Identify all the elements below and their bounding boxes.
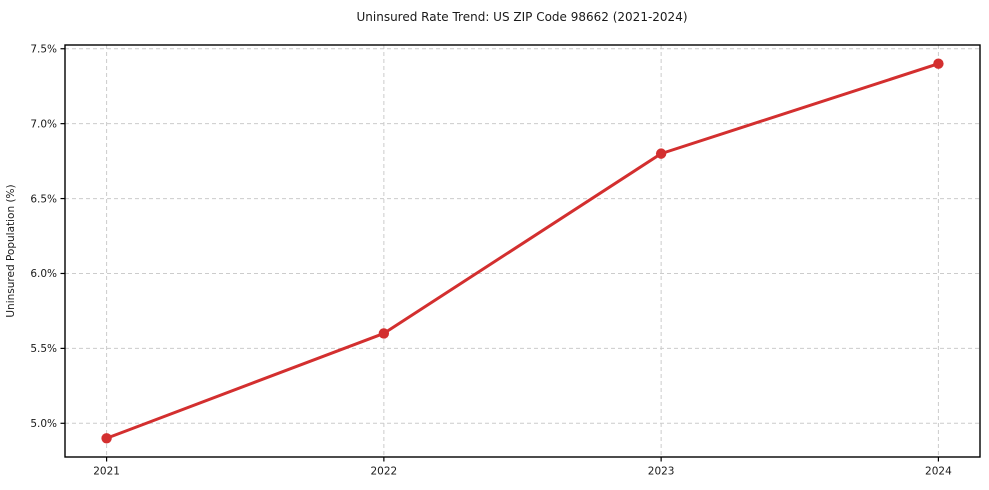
chart-title: Uninsured Rate Trend: US ZIP Code 98662 … <box>356 10 687 24</box>
plot-area: 5.0% 5.5% 6.0% 6.5% 7.0% 7.5% 2021 2022 2023 2024 <box>30 43 981 478</box>
trend-line <box>105 62 940 440</box>
data-point <box>101 433 112 444</box>
y-tick-label: 5.5% <box>30 343 57 355</box>
x-tick-label: 2023 <box>648 466 675 478</box>
data-point <box>655 148 667 159</box>
y-tick-label: 6.5% <box>30 193 57 205</box>
data-point <box>378 328 390 339</box>
y-tick-label: 5.0% <box>30 418 57 430</box>
y-axis-label: Uninsured Population (%) <box>5 184 17 317</box>
x-tick-label: 2021 <box>93 466 120 478</box>
y-tick-label: 7.5% <box>30 43 57 55</box>
data-point <box>933 58 944 69</box>
y-tick-label: 7.0% <box>30 118 57 130</box>
x-tick-label: 2022 <box>370 466 397 478</box>
x-tick-label: 2024 <box>925 466 952 478</box>
y-tick-label: 6.0% <box>30 268 57 280</box>
plot-border <box>64 44 981 458</box>
